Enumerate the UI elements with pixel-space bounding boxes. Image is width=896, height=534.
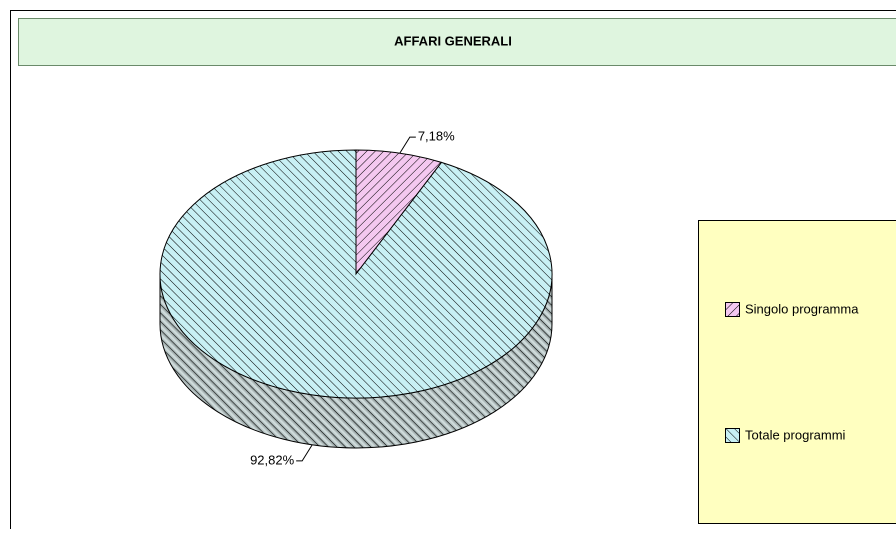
legend-label: Totale programmi	[745, 427, 846, 442]
data-label: 92,82%	[250, 452, 295, 467]
legend-swatch	[726, 429, 740, 443]
data-label: 7,18%	[418, 129, 455, 144]
legend-label: Singolo programma	[745, 301, 859, 316]
chart-title: AFFARI GENERALI	[394, 33, 512, 48]
legend-box	[699, 221, 896, 524]
pie-slice	[160, 150, 552, 398]
legend-swatch	[726, 303, 740, 317]
